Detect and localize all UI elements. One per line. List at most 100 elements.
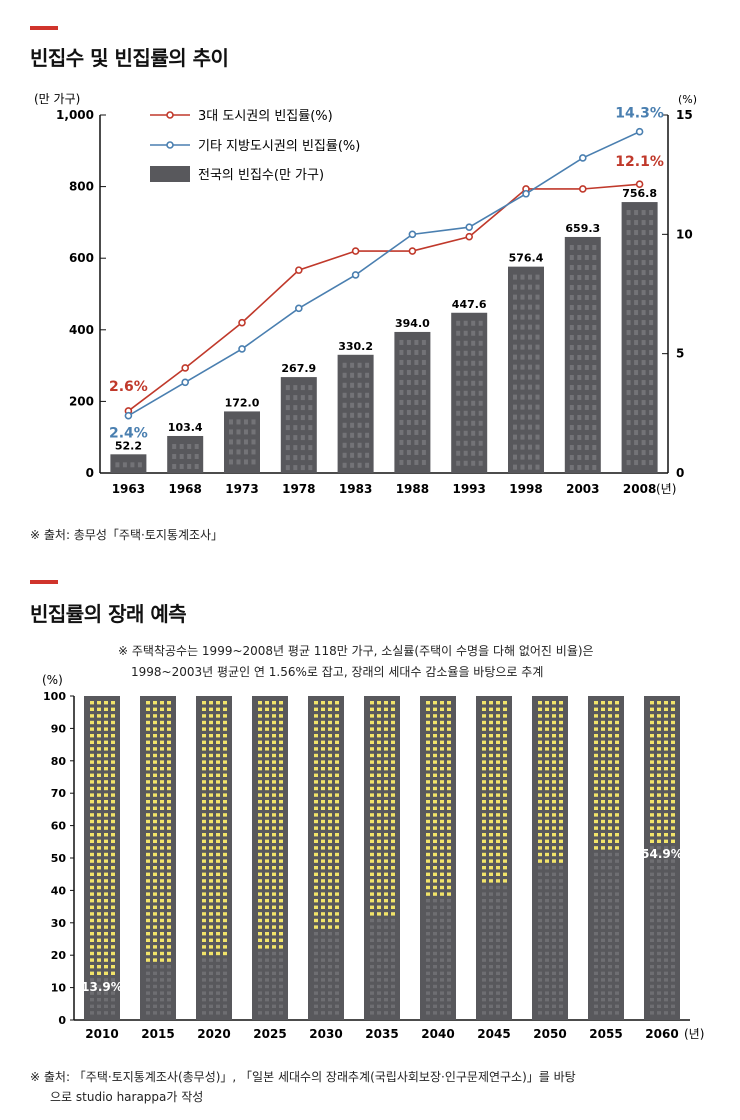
occupied-window (153, 945, 157, 949)
occupied-window (258, 819, 262, 824)
vacant-window (538, 951, 542, 956)
occupied-window (321, 912, 325, 916)
bar-window (535, 344, 540, 350)
occupied-window (216, 866, 220, 870)
vacant-window (496, 899, 500, 903)
occupied-window (279, 938, 283, 942)
occupied-window (447, 760, 451, 764)
metro-vacancy-point (578, 185, 587, 193)
vacant-window (328, 958, 332, 962)
bar (224, 411, 260, 473)
vacant-window (594, 866, 598, 870)
bar-window (577, 404, 582, 410)
occupied-window (160, 727, 164, 731)
occupied-window (209, 918, 213, 923)
bar-window (456, 340, 461, 346)
occupied-window (209, 846, 213, 850)
occupied-window (104, 866, 108, 870)
vacant-window (608, 892, 612, 896)
bar-window (421, 389, 426, 395)
vacant-window (503, 932, 507, 936)
occupied-window (601, 793, 605, 797)
bar-window (535, 434, 540, 440)
bar-window (520, 374, 525, 380)
occupied-window (209, 800, 213, 804)
occupied-window (202, 951, 206, 956)
vacant-window (594, 951, 598, 956)
bar-window (414, 359, 419, 365)
occupied-window (447, 707, 451, 711)
vacant-window (335, 991, 339, 995)
bar-window (641, 370, 646, 376)
vacant-window (167, 978, 171, 982)
vacant-window (664, 892, 668, 896)
occupied-window (433, 819, 437, 824)
occupied-window (321, 780, 325, 784)
occupied-window (111, 852, 115, 857)
vacant-window (209, 1011, 213, 1015)
vacant-window (545, 899, 549, 903)
occupied-window (664, 714, 668, 718)
occupied-window (328, 806, 332, 810)
vacant-window (650, 925, 654, 929)
occupied-window (216, 714, 220, 718)
occupied-window (615, 767, 619, 771)
occupied-window (104, 806, 108, 810)
occupied-window (384, 701, 388, 705)
bar-window (342, 392, 347, 398)
vacant-window (426, 905, 430, 909)
bar-window (592, 354, 597, 360)
vacant-window (321, 958, 325, 962)
occupied-window (559, 760, 563, 764)
occupied-window (377, 892, 381, 896)
vacant-window (650, 965, 654, 969)
bar-window (626, 360, 631, 366)
occupied-window (258, 839, 262, 843)
occupied-window (90, 786, 94, 791)
occupied-window (496, 846, 500, 850)
occupied-window (314, 747, 318, 751)
occupied-window (335, 813, 339, 817)
occupied-window (377, 819, 381, 824)
vacant-window (538, 998, 542, 1002)
occupied-window (440, 707, 444, 711)
occupied-window (594, 767, 598, 771)
occupied-window (545, 767, 549, 771)
occupied-window (167, 760, 171, 764)
vacant-window (671, 912, 675, 916)
bar-window (634, 310, 639, 316)
occupied-window (272, 819, 276, 824)
occupied-window (216, 885, 220, 890)
occupied-window (160, 800, 164, 804)
vacant-window (328, 978, 332, 982)
vacant-window (608, 852, 612, 857)
vacant-window (279, 978, 283, 982)
bar-window (342, 442, 347, 448)
bar-window (308, 385, 313, 391)
occupied-window (153, 826, 157, 830)
vacant-window (216, 971, 220, 975)
occupied-window (496, 872, 500, 876)
occupied-window (496, 839, 500, 843)
occupied-window (664, 826, 668, 830)
occupied-window (664, 760, 668, 764)
occupied-window (601, 773, 605, 777)
occupied-window (328, 859, 332, 863)
occupied-window (335, 852, 339, 857)
occupied-window (153, 951, 157, 956)
vacant-window (552, 958, 556, 962)
occupied-window (104, 714, 108, 718)
occupied-window (328, 701, 332, 705)
occupied-window (377, 767, 381, 771)
occupied-window (265, 932, 269, 936)
vacant-window (671, 984, 675, 989)
occupied-window (258, 780, 262, 784)
bar-value-label: 172.0 (225, 396, 260, 409)
occupied-window (209, 899, 213, 903)
occupied-window (426, 839, 430, 843)
vacant-window (657, 965, 661, 969)
occupied-window (545, 720, 549, 725)
bar-window (649, 370, 654, 376)
right-tick-label: 10 (676, 227, 693, 241)
vacant-window (146, 971, 150, 975)
